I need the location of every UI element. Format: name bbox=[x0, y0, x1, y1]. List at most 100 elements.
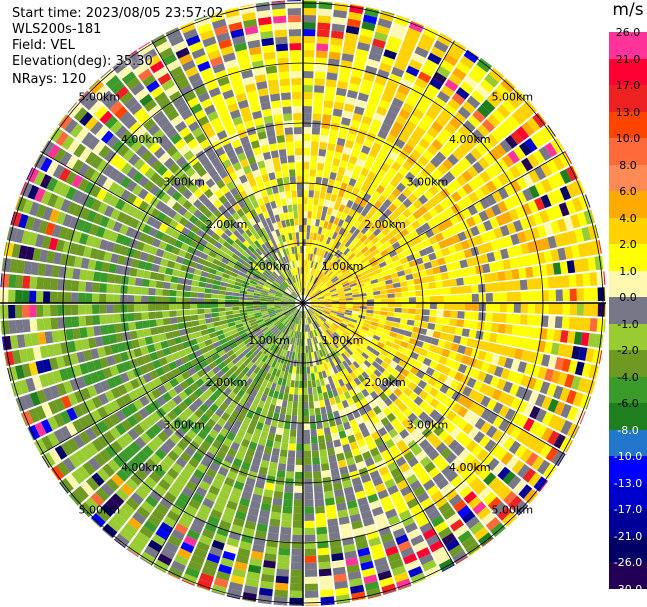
velocity-gate bbox=[133, 424, 145, 436]
velocity-gate bbox=[534, 303, 542, 314]
velocity-gate bbox=[453, 111, 467, 125]
velocity-gate bbox=[202, 334, 211, 341]
velocity-gate bbox=[337, 243, 345, 251]
velocity-gate bbox=[270, 314, 278, 320]
velocity-gate bbox=[121, 432, 134, 445]
velocity-gate bbox=[533, 315, 542, 327]
velocity-gate bbox=[278, 315, 286, 321]
velocity-gate bbox=[8, 289, 16, 303]
velocity-gate bbox=[574, 361, 585, 376]
velocity-gate bbox=[240, 345, 248, 353]
velocity-gate bbox=[347, 336, 355, 343]
velocity-gate bbox=[497, 506, 512, 521]
velocity-gate bbox=[180, 468, 192, 480]
velocity-gate bbox=[287, 336, 292, 344]
velocity-gate bbox=[348, 355, 356, 364]
velocity-gate bbox=[360, 329, 368, 335]
velocity-gate bbox=[502, 154, 515, 168]
velocity-gate bbox=[424, 461, 436, 473]
velocity-gate bbox=[72, 364, 83, 377]
velocity-gate bbox=[245, 578, 260, 588]
velocity-gate bbox=[352, 236, 360, 245]
velocity-gate bbox=[439, 418, 451, 430]
velocity-gate bbox=[325, 369, 331, 378]
velocity-gate bbox=[304, 267, 307, 275]
velocity-gate bbox=[337, 80, 349, 90]
velocity-gate bbox=[353, 142, 363, 152]
velocity-gate bbox=[556, 137, 565, 151]
velocity-gate bbox=[242, 348, 251, 356]
velocity-gate bbox=[356, 214, 365, 223]
velocity-gate bbox=[218, 307, 226, 312]
velocity-gate bbox=[397, 203, 408, 213]
velocity-gate bbox=[417, 379, 428, 390]
velocity-gate bbox=[419, 248, 428, 257]
velocity-gate bbox=[243, 484, 254, 494]
velocity-gate bbox=[303, 22, 316, 30]
velocity-gate bbox=[310, 155, 318, 163]
velocity-gate bbox=[156, 326, 166, 334]
velocity-gate bbox=[104, 444, 118, 458]
velocity-gate bbox=[448, 350, 458, 360]
velocity-gate bbox=[315, 219, 321, 227]
velocity-gate bbox=[209, 462, 220, 473]
velocity-gate bbox=[497, 237, 507, 249]
velocity-gate bbox=[380, 294, 388, 299]
velocity-gate bbox=[427, 52, 442, 65]
velocity-gate bbox=[327, 328, 334, 335]
velocity-gate bbox=[205, 283, 213, 289]
velocity-gate bbox=[285, 379, 291, 387]
velocity-gate bbox=[291, 555, 303, 563]
velocity-gate bbox=[119, 351, 129, 362]
velocity-gate bbox=[332, 158, 341, 167]
velocity-gate bbox=[450, 234, 461, 244]
velocity-gate bbox=[263, 489, 274, 498]
velocity-gate bbox=[366, 155, 376, 165]
velocity-gate bbox=[183, 396, 194, 407]
velocity-gate bbox=[413, 320, 422, 328]
velocity-gate bbox=[317, 296, 325, 300]
velocity-gate bbox=[138, 407, 150, 419]
velocity-gate bbox=[492, 312, 500, 323]
velocity-gate bbox=[582, 317, 591, 332]
velocity-gate bbox=[408, 291, 416, 297]
velocity-gate bbox=[247, 331, 256, 338]
velocity-gate bbox=[318, 342, 324, 350]
velocity-gate bbox=[228, 325, 237, 331]
velocity-gate bbox=[110, 440, 123, 454]
velocity-gate bbox=[245, 477, 256, 487]
velocity-gate bbox=[307, 204, 313, 212]
velocity-gate bbox=[141, 295, 149, 303]
velocity-gate bbox=[331, 306, 339, 309]
velocity-gate bbox=[321, 333, 327, 341]
velocity-gate bbox=[415, 308, 423, 315]
velocity-gate bbox=[293, 359, 298, 367]
velocity-gate bbox=[409, 166, 420, 177]
velocity-gate bbox=[392, 356, 401, 364]
velocity-gate bbox=[260, 430, 269, 440]
velocity-gate bbox=[443, 310, 451, 318]
velocity-gate bbox=[310, 299, 318, 302]
velocity-gate bbox=[468, 191, 479, 204]
velocity-gate bbox=[337, 312, 345, 317]
velocity-gate bbox=[403, 71, 417, 84]
velocity-gate bbox=[357, 547, 371, 557]
velocity-gate bbox=[314, 288, 321, 294]
velocity-gate bbox=[401, 297, 409, 303]
velocity-gate bbox=[414, 46, 429, 59]
velocity-gate bbox=[470, 225, 480, 237]
velocity-gate bbox=[517, 464, 531, 479]
velocity-gate bbox=[569, 288, 577, 302]
velocity-gate bbox=[356, 231, 365, 240]
velocity-gate bbox=[204, 559, 219, 571]
velocity-gate bbox=[372, 334, 381, 342]
velocity-gate bbox=[468, 476, 482, 490]
velocity-gate bbox=[210, 413, 221, 423]
velocity-gate bbox=[358, 289, 367, 294]
velocity-gate bbox=[408, 90, 422, 102]
velocity-gate bbox=[406, 239, 416, 248]
velocity-gate bbox=[313, 247, 318, 255]
velocity-gate bbox=[350, 584, 365, 595]
velocity-gate bbox=[380, 298, 388, 303]
velocity-gate bbox=[303, 134, 311, 142]
